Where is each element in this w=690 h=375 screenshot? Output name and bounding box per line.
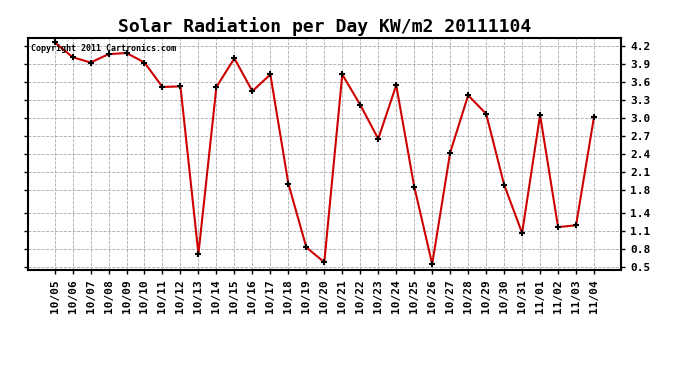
- Text: Copyright 2011 Cartronics.com: Copyright 2011 Cartronics.com: [30, 45, 175, 54]
- Title: Solar Radiation per Day KW/m2 20111104: Solar Radiation per Day KW/m2 20111104: [118, 17, 531, 36]
